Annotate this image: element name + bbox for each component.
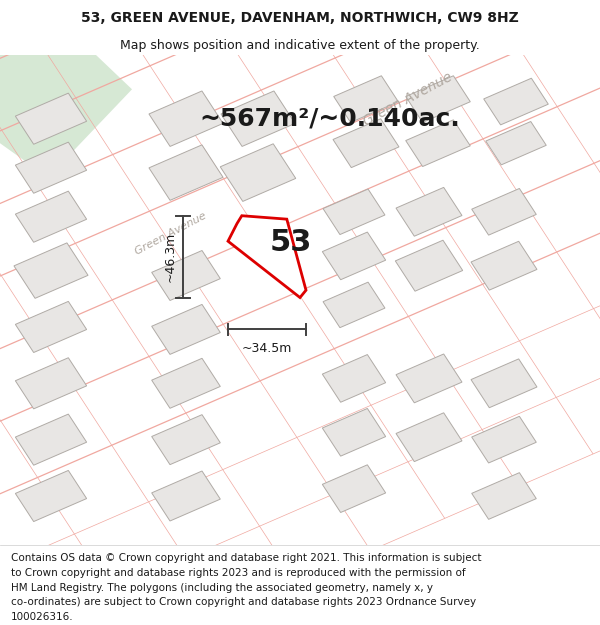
Text: Map shows position and indicative extent of the property.: Map shows position and indicative extent… [120,39,480,51]
Polygon shape [16,142,86,193]
Polygon shape [16,191,86,242]
Polygon shape [472,189,536,235]
Polygon shape [406,120,470,166]
Polygon shape [16,414,86,465]
Text: Green Avenue: Green Avenue [134,211,208,257]
Polygon shape [149,91,223,146]
Polygon shape [152,471,220,521]
Polygon shape [322,409,386,456]
Text: 100026316.: 100026316. [11,612,73,622]
Polygon shape [334,76,398,122]
Text: ~46.3m: ~46.3m [163,231,176,282]
Polygon shape [486,121,546,165]
Polygon shape [396,188,462,236]
Text: 53: 53 [269,229,312,258]
Polygon shape [149,145,223,201]
Polygon shape [395,240,463,291]
Text: 53, GREEN AVENUE, DAVENHAM, NORTHWICH, CW9 8HZ: 53, GREEN AVENUE, DAVENHAM, NORTHWICH, C… [81,11,519,25]
Polygon shape [322,465,386,512]
Polygon shape [152,414,220,464]
Polygon shape [16,301,86,352]
Polygon shape [472,416,536,463]
Polygon shape [406,76,470,122]
Polygon shape [323,282,385,328]
Polygon shape [0,55,132,178]
Polygon shape [16,93,86,144]
Polygon shape [484,78,548,125]
Polygon shape [471,359,537,408]
Polygon shape [228,216,306,298]
Polygon shape [14,243,88,298]
Text: co-ordinates) are subject to Crown copyright and database rights 2023 Ordnance S: co-ordinates) are subject to Crown copyr… [11,598,476,608]
Text: ~34.5m: ~34.5m [242,341,292,354]
Polygon shape [152,251,220,301]
Polygon shape [221,91,295,146]
Text: ~567m²/~0.140ac.: ~567m²/~0.140ac. [200,107,460,131]
Polygon shape [396,354,462,403]
Text: to Crown copyright and database rights 2023 and is reproduced with the permissio: to Crown copyright and database rights 2… [11,568,466,578]
Text: Contains OS data © Crown copyright and database right 2021. This information is : Contains OS data © Crown copyright and d… [11,553,481,563]
Polygon shape [322,232,386,280]
Polygon shape [16,471,86,522]
Text: HM Land Registry. The polygons (including the associated geometry, namely x, y: HM Land Registry. The polygons (includin… [11,582,433,592]
Polygon shape [152,304,220,354]
Polygon shape [333,119,399,168]
Polygon shape [472,472,536,519]
Polygon shape [16,357,86,409]
Text: Green Avenue: Green Avenue [361,70,455,129]
Polygon shape [152,358,220,408]
Polygon shape [220,144,296,201]
Polygon shape [322,354,386,402]
Polygon shape [396,412,462,462]
Polygon shape [323,189,385,234]
Polygon shape [471,241,537,290]
